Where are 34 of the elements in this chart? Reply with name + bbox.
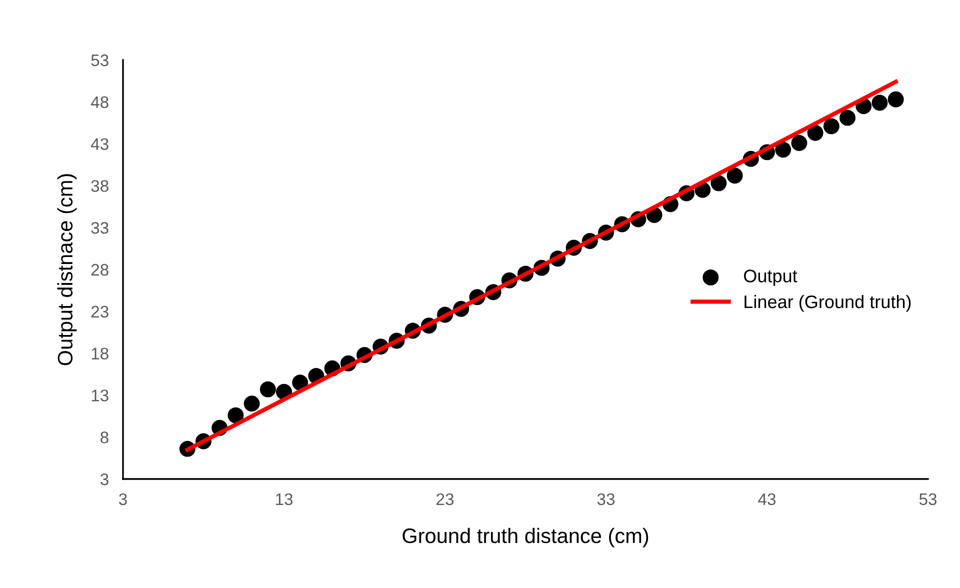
point	[710, 175, 727, 192]
y-tick-label: 53	[91, 54, 108, 66]
legend-label: Output	[744, 270, 798, 286]
point	[228, 407, 244, 424]
point	[244, 396, 260, 412]
x-axis-title: Ground truth distance (cm)	[402, 528, 648, 548]
x-tick-label: 53	[919, 493, 937, 506]
point	[726, 168, 743, 184]
point	[872, 94, 888, 111]
point	[823, 118, 840, 134]
point	[292, 374, 308, 391]
point	[260, 381, 276, 398]
y-axis-title: Output distnace (cm)	[57, 174, 77, 366]
y-tick-label: 18	[92, 348, 108, 360]
x-tick-label: 33	[597, 493, 615, 506]
y-tick-label: 8	[100, 432, 108, 444]
point	[840, 110, 856, 126]
y-tick-label: 28	[91, 264, 108, 276]
legend-label: Linear (Ground truth)	[744, 294, 911, 312]
y-tick-label: 38	[91, 180, 108, 192]
point	[775, 142, 792, 158]
x-tick-label: 13	[276, 493, 293, 506]
point	[807, 124, 824, 141]
y-tick-label: 13	[92, 390, 108, 402]
point	[888, 91, 904, 108]
x-tick-label: 43	[758, 493, 776, 506]
point	[791, 134, 808, 151]
x-tick-label: 3	[119, 493, 127, 506]
y-tick-label: 23	[91, 306, 108, 318]
x-tick-label: 23	[436, 493, 454, 506]
y-tick-label: 43	[90, 138, 108, 150]
y-tick-label: 48	[90, 96, 108, 108]
y-tick-label: 3	[100, 473, 108, 486]
y-tick-label: 33	[91, 222, 108, 234]
